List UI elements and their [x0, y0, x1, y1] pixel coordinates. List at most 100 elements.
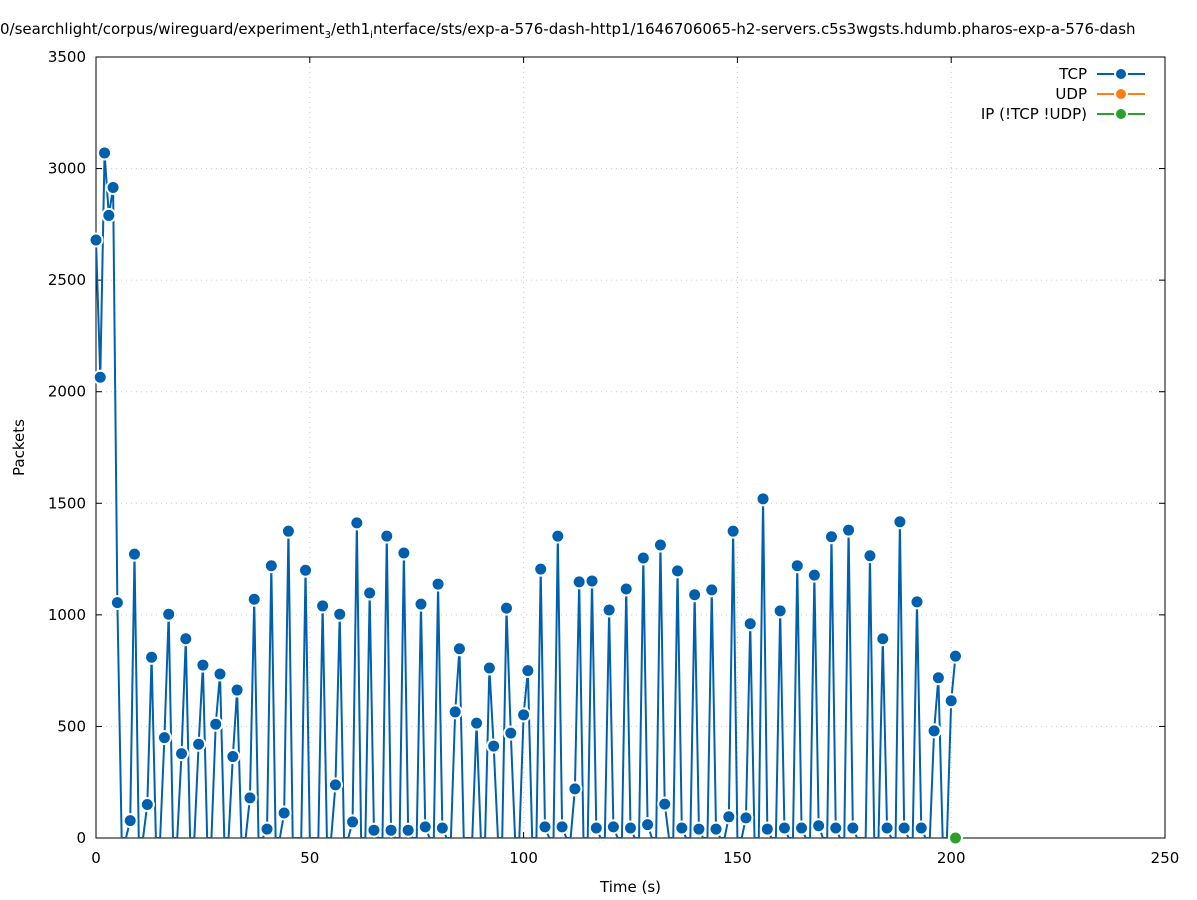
data-point — [122, 813, 138, 829]
legend-label: UDP — [1055, 85, 1087, 103]
title-part: i — [370, 30, 373, 41]
data-point — [670, 563, 686, 579]
legend-marker — [1114, 67, 1128, 81]
x-axis-label: Time (s) — [599, 878, 661, 896]
data-point — [635, 550, 651, 566]
data-point — [806, 567, 822, 583]
data-point — [276, 805, 292, 821]
legend-label: IP (!TCP !UDP) — [981, 105, 1087, 123]
data-point — [126, 546, 142, 562]
data-point — [879, 820, 895, 836]
y-tick-label: 3500 — [48, 48, 86, 66]
data-point — [657, 796, 673, 812]
y-tick-label: 0 — [76, 829, 86, 847]
data-point — [571, 574, 587, 590]
legend-marker — [1114, 87, 1128, 101]
data-point — [88, 232, 104, 248]
data-point — [943, 693, 959, 709]
data-point — [413, 596, 429, 612]
data-point — [755, 491, 771, 507]
data-point — [396, 545, 412, 561]
y-tick-label: 500 — [57, 717, 86, 735]
data-point — [704, 582, 720, 598]
data-point — [691, 821, 707, 837]
data-point — [947, 830, 963, 846]
plot-border — [95, 56, 1166, 839]
data-point — [537, 819, 553, 835]
data-point — [315, 598, 331, 614]
data-point — [554, 819, 570, 835]
data-point — [759, 821, 775, 837]
x-tick-label: 150 — [723, 849, 752, 867]
data-point — [451, 641, 467, 657]
data-point — [191, 736, 207, 752]
data-point — [161, 606, 177, 622]
data-point — [469, 715, 485, 731]
data-point — [930, 670, 946, 686]
data-point — [383, 822, 399, 838]
data-point — [229, 682, 245, 698]
chart-title: 0/searchlight/corpus/wireguard/experimen… — [0, 20, 1136, 41]
data-point — [875, 631, 891, 647]
data-point — [101, 207, 117, 223]
data-point — [721, 809, 737, 825]
data-point — [246, 591, 262, 607]
y-tick-label: 1000 — [48, 606, 86, 624]
data-point — [926, 723, 942, 739]
data-point — [481, 660, 497, 676]
data-point — [259, 821, 275, 837]
y-tick-label: 2000 — [48, 383, 86, 401]
data-point — [178, 631, 194, 647]
data-point — [674, 820, 690, 836]
data-point — [109, 595, 125, 611]
data-point — [263, 558, 279, 574]
data-point — [379, 528, 395, 544]
data-point — [486, 738, 502, 754]
y-tick-label: 1500 — [48, 494, 86, 512]
x-tick-label: 0 — [91, 849, 101, 867]
data-point — [828, 820, 844, 836]
data-point — [618, 581, 634, 597]
x-tick-label: 100 — [509, 849, 538, 867]
data-point — [417, 819, 433, 835]
x-tick-label: 250 — [1151, 849, 1180, 867]
series-layer — [96, 152, 957, 838]
data-point — [776, 820, 792, 836]
data-point — [366, 822, 382, 838]
data-point — [212, 666, 228, 682]
data-point — [400, 822, 416, 838]
x-tick-label: 50 — [300, 849, 319, 867]
y-axis-label: Packets — [10, 419, 28, 476]
data-point — [652, 537, 668, 553]
data-point — [794, 820, 810, 836]
title-part: 3 — [324, 30, 331, 41]
data-point — [298, 562, 314, 578]
y-tick-label: 3000 — [48, 160, 86, 178]
data-point — [913, 820, 929, 836]
data-point — [195, 657, 211, 673]
title-part: /eth1 — [330, 20, 371, 38]
data-point — [280, 523, 296, 539]
data-point — [550, 528, 566, 544]
data-point — [725, 523, 741, 539]
data-point — [640, 817, 656, 833]
data-point — [738, 810, 754, 826]
x-tick-label: 200 — [937, 849, 966, 867]
data-point — [533, 561, 549, 577]
data-point — [349, 515, 365, 531]
data-point — [208, 716, 224, 732]
data-point — [447, 704, 463, 720]
data-point — [105, 180, 121, 196]
data-point — [742, 616, 758, 632]
series-line-tcp — [96, 152, 957, 838]
title-part: nterface/sts/exp-a-576-dash-http1/164670… — [372, 20, 1136, 38]
data-point — [708, 821, 724, 837]
legend-label: TCP — [1058, 65, 1087, 83]
data-point — [862, 548, 878, 564]
data-point — [174, 746, 190, 762]
data-point — [811, 818, 827, 834]
data-point — [584, 573, 600, 589]
data-point — [503, 725, 519, 741]
